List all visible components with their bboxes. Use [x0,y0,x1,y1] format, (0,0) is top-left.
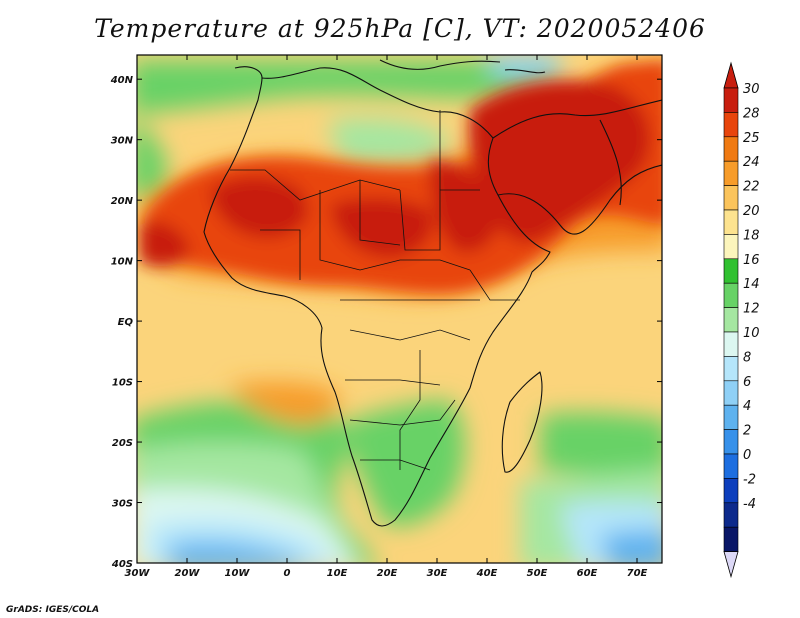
colorbar-swatch [723,502,739,528]
colorbar-swatch [723,404,739,430]
colorbar-swatch [723,282,739,308]
lon-tick-label: 10E [327,568,348,579]
lat-tick-label: 20S [112,438,133,449]
lat-tick-label: 30N [111,136,134,147]
credit-label: GrADS: IGES/COLA [6,605,100,615]
colorbar-label: 2 [743,424,751,439]
colorbar-label: 14 [743,277,760,292]
colorbar-label: 0 [743,448,751,463]
colorbar-swatch [723,331,739,357]
colorbar-swatch [723,356,739,382]
longitude-axis: 30W 20W 10W 0 10E 20E 30E 40E 50E 60E 70E [125,55,648,579]
colorbar-swatch [723,526,739,552]
temperature-field [137,55,662,563]
map-title: Temperature at 925hPa [C], VT: 202005240… [94,14,706,43]
colorbar-swatch [723,429,739,455]
colorbar-under-triangle [723,551,739,579]
lat-tick-label: 20N [111,196,134,207]
colorbar-label: 18 [743,228,760,243]
lon-tick-label: 40E [476,568,498,579]
lon-tick-label: 50E [527,568,548,579]
colorbar-label: 25 [743,131,760,146]
colorbar-swatch [723,307,739,333]
lon-tick-label: 60E [577,568,598,579]
coastlines [203,59,662,527]
colorbar-swatch [723,478,739,504]
colorbar-swatch [723,87,739,113]
colorbar-swatch [723,112,739,138]
colorbar-label: 28 [743,106,760,121]
colorbar-swatch [723,453,739,479]
lat-tick-label: 30S [112,499,133,510]
colorbar-swatch [723,258,739,284]
lon-tick-label: 0 [284,568,291,579]
colorbar-label: 4 [743,399,751,414]
plot-frame [136,54,663,564]
colorbar-swatch [723,234,739,260]
colorbar-label: 12 [743,302,760,317]
colorbar-swatch [723,380,739,406]
colorbar-label: -4 [743,497,756,512]
colorbar-label: -2 [743,472,756,487]
colorbar-label: 10 [743,326,760,341]
colorbar-swatch [723,136,739,162]
lon-tick-label: 10W [225,568,251,579]
lat-tick-label: 10S [112,378,133,389]
colorbar-swatch [723,185,739,211]
latitude-axis: 40N 30N 20N 10N EQ 10S 20S 30S 40S [110,75,662,570]
colorbar-label: 30 [743,82,760,97]
country-borders [230,110,520,471]
lat-tick-label: 40S [111,559,133,570]
lon-tick-label: 30W [125,568,151,579]
colorbar-over-triangle [723,61,739,89]
lon-tick-label: 70E [627,568,648,579]
colorbar-label: 22 [743,180,760,195]
colorbar-label: 24 [743,155,760,170]
lat-tick-label: 40N [110,75,134,86]
colorbar-label: 16 [743,253,760,268]
lat-tick-label: 10N [111,257,134,268]
lon-tick-label: 30E [427,568,448,579]
lon-tick-label: 20E [377,568,398,579]
colorbar-swatch [723,209,739,235]
lat-tick-label: EQ [118,317,134,328]
colorbar-label: 8 [743,350,751,365]
colorbar-label: 20 [743,204,760,219]
colorbar-swatch [723,160,739,186]
lon-tick-label: 20W [175,568,201,579]
colorbar-label: 6 [743,375,751,390]
